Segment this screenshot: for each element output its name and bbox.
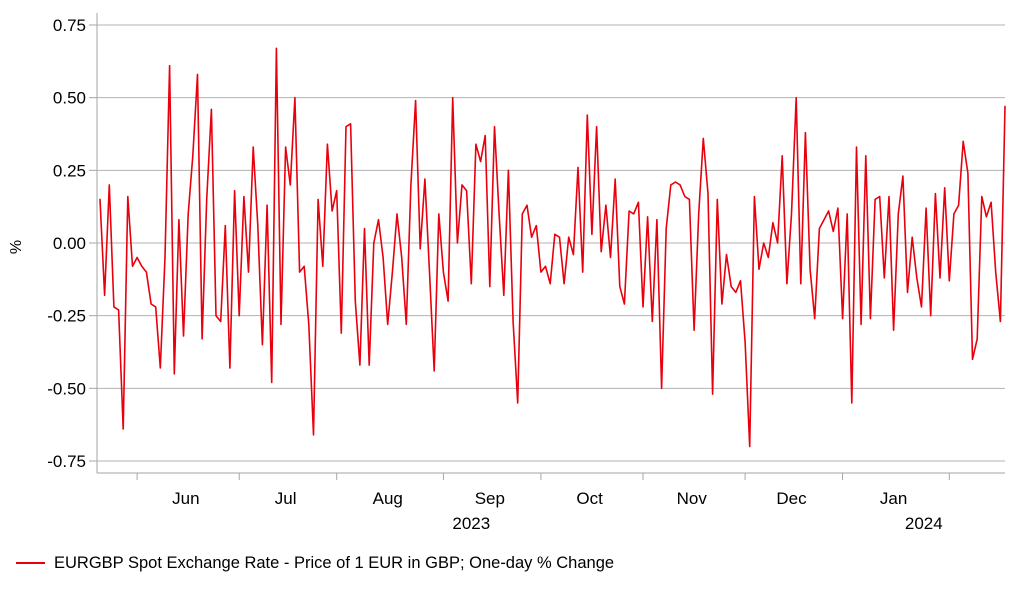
x-month-label: Nov [677,489,708,508]
y-tick-label: -0.25 [47,307,86,326]
x-tick-labels: Jun Jul Aug Sep Oct Nov Dec Jan 2023 2024 [172,489,943,533]
y-tick-label: 0.75 [53,16,86,35]
axes [89,13,1005,480]
legend-label: EURGBP Spot Exchange Rate - Price of 1 E… [54,553,615,572]
x-month-label: Aug [373,489,403,508]
x-year-label: 2023 [452,514,490,533]
y-tick-label: 0.00 [53,234,86,253]
x-month-label: Jan [880,489,907,508]
gridlines [97,24,1005,462]
y-tick-label: -0.75 [47,452,86,471]
x-year-label: 2024 [905,514,943,533]
x-month-label: Jun [172,489,199,508]
y-tick-label: -0.50 [47,379,86,398]
line-chart: 0.75 0.50 0.25 0.00 -0.25 -0.50 -0.75 Jun Jul Au… [8,13,1006,533]
y-tick-label: 0.50 [53,89,86,108]
y-tick-label: 0.25 [53,161,86,180]
legend-line-swatch [16,562,45,564]
x-month-label: Jul [275,489,297,508]
x-month-label: Dec [776,489,807,508]
series-line [99,47,1006,448]
y-axis-title: % [8,240,25,254]
x-month-label: Oct [576,489,603,508]
legend: EURGBP Spot Exchange Rate - Price of 1 E… [16,552,614,574]
x-month-label: Sep [475,489,505,508]
y-tick-labels: 0.75 0.50 0.25 0.00 -0.25 -0.50 -0.75 [47,16,86,471]
